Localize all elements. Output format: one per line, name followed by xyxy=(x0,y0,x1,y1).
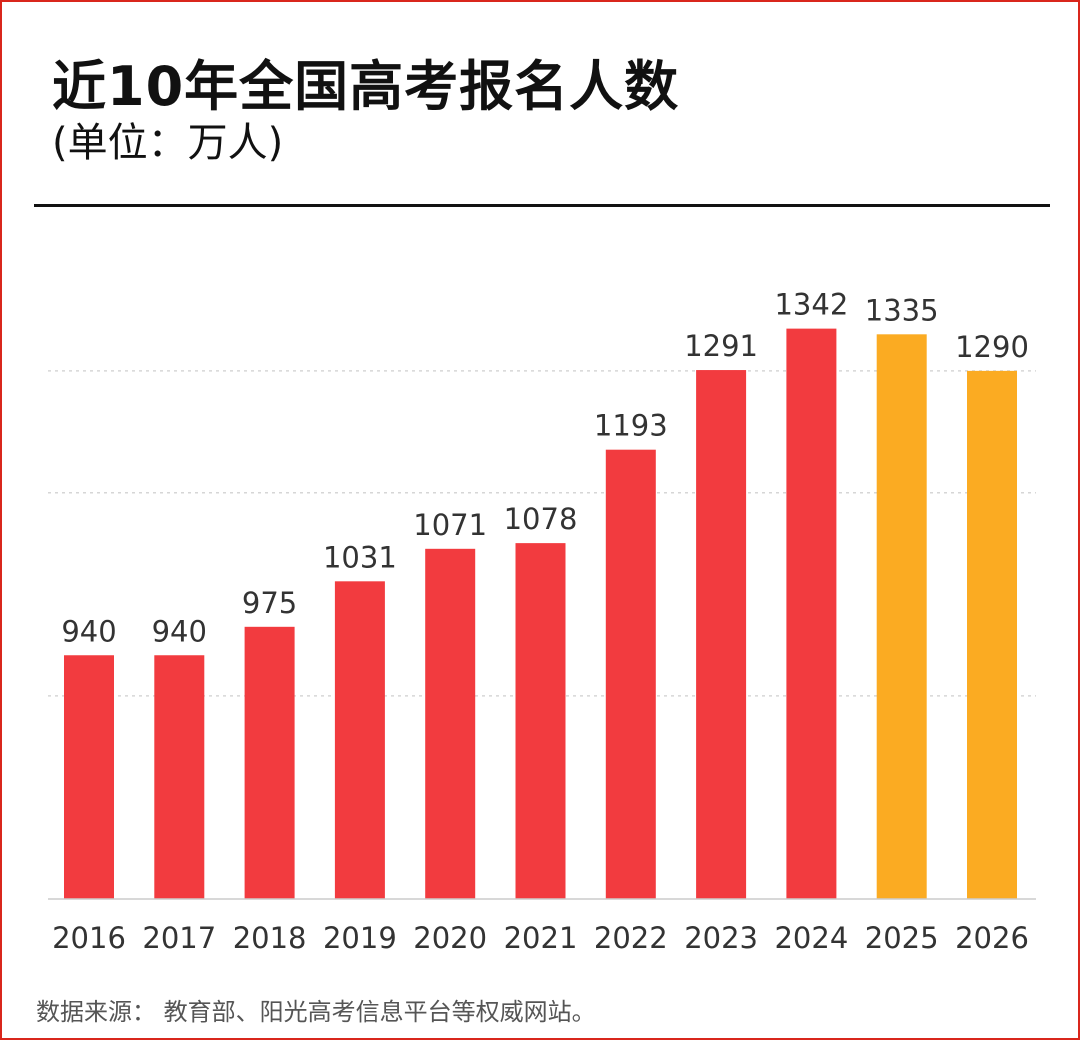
x-tick-2023: 2023 xyxy=(684,921,758,955)
data-label-2018: 975 xyxy=(242,586,297,620)
data-label-2026: 1290 xyxy=(955,330,1029,364)
x-tick-2024: 2024 xyxy=(774,921,848,955)
data-label-2016: 940 xyxy=(61,614,116,648)
x-tick-2022: 2022 xyxy=(594,921,668,955)
x-tick-labels: 2016 2017 2018 2019 2020 2021 2022 2023 2024 2025… xyxy=(52,921,1029,955)
x-tick-2026: 2026 xyxy=(955,921,1029,955)
bar-2019 xyxy=(334,581,385,899)
data-label-2023: 1291 xyxy=(684,329,758,363)
bar-2024 xyxy=(786,328,837,899)
chart-subtitle: (单位：万人) xyxy=(52,120,284,166)
x-tick-2018: 2018 xyxy=(233,921,307,955)
data-label-2019: 1031 xyxy=(323,540,397,574)
chart-title: 近10年全国高考报名人数 xyxy=(52,55,680,118)
x-tick-2019: 2019 xyxy=(323,921,397,955)
data-label-2024: 1342 xyxy=(774,288,848,322)
x-tick-2016: 2016 xyxy=(52,921,126,955)
data-label-2017: 940 xyxy=(152,614,207,648)
data-label-2025: 1335 xyxy=(865,293,939,327)
x-tick-2025: 2025 xyxy=(865,921,939,955)
bar-2016 xyxy=(64,655,114,899)
data-label-2020: 1071 xyxy=(413,508,487,542)
bar-2023 xyxy=(696,370,747,899)
x-tick-2021: 2021 xyxy=(504,921,578,955)
bar-2021 xyxy=(515,543,566,899)
x-tick-2020: 2020 xyxy=(413,921,487,955)
bar-2025 xyxy=(876,334,927,899)
bar-2020 xyxy=(425,548,476,899)
x-tick-2017: 2017 xyxy=(142,921,216,955)
bar-2026 xyxy=(967,370,1017,899)
bar-2018 xyxy=(244,626,295,899)
bar-2022 xyxy=(605,449,656,899)
bar-2017 xyxy=(154,655,205,899)
data-label-2021: 1078 xyxy=(504,502,578,536)
bars xyxy=(64,328,1017,899)
data-label-2022: 1193 xyxy=(594,409,668,443)
data-source-note: 数据来源： 教育部、阳光高考信息平台等权威网站。 xyxy=(36,998,596,1026)
title-divider xyxy=(34,204,1050,207)
data-labels: 940 940 975 1031 1071 1078 1193 1291 1342 1335 129… xyxy=(61,288,1029,649)
